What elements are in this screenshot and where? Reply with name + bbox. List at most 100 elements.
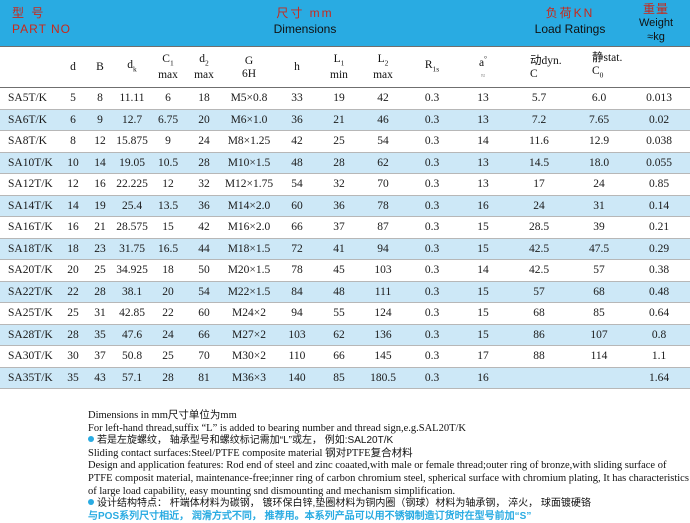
cell-C1-max: 28 — [150, 367, 186, 389]
cell-weight: 0.85 — [628, 173, 690, 196]
cell-d: 25 — [60, 302, 86, 325]
column-header-stat-C0: 静stat. C0 — [570, 47, 628, 88]
cell-stat-C0: 68 — [570, 281, 628, 303]
column-header-d: d — [60, 47, 86, 88]
part-number-cell: SA6T/K — [0, 109, 60, 131]
part-no-label-en: PART NO — [12, 22, 72, 36]
cell-d2-max: 44 — [186, 238, 222, 260]
footer-line: 设计结构特点： 杆端体材料为碳钢， 镀环保白锌,垫圈材料为铜内圈（钢球）材料为轴… — [88, 498, 690, 511]
cell-a-deg: 15 — [458, 302, 508, 325]
cell-R1s: 0.3 — [406, 195, 458, 217]
cell-L2-max: 124 — [360, 302, 406, 325]
cell-L2-max: 145 — [360, 345, 406, 368]
cell-L2-max: 70 — [360, 173, 406, 196]
cell-B: 35 — [86, 324, 114, 346]
cell-weight: 0.64 — [628, 302, 690, 325]
cell-C1-max: 9 — [150, 130, 186, 153]
part-number-cell: SA12T/K — [0, 173, 60, 196]
cell-d2-max: 50 — [186, 259, 222, 282]
cell-stat-C0: 57 — [570, 259, 628, 282]
cell-dyn-C: 17 — [508, 173, 570, 196]
cell-dyn-C: 7.2 — [508, 109, 570, 131]
cell-a-deg: 13 — [458, 109, 508, 131]
cell-L1-min: 62 — [318, 324, 360, 346]
cell-h: 48 — [276, 152, 318, 174]
bullet-icon — [88, 499, 94, 506]
cell-R1s: 0.3 — [406, 281, 458, 303]
cell-R1s: 0.3 — [406, 324, 458, 346]
weight-unit-label: ≈kg — [647, 31, 665, 43]
cell-stat-C0: 7.65 — [570, 109, 628, 131]
cell-B: 31 — [86, 302, 114, 325]
table-row: SA20T/K 20 25 34.925 18 50 M20×1.5 78 45 103 0.3 14… — [0, 259, 690, 282]
footer-line: Design and application features: Rod end… — [88, 460, 667, 472]
cell-L2-max: 111 — [360, 281, 406, 303]
cell-B: 16 — [86, 173, 114, 196]
cell-weight: 0.8 — [628, 324, 690, 346]
column-header-d2-max: d2 max — [186, 47, 222, 88]
cell-weight: 0.013 — [628, 87, 690, 110]
table-row: SA12T/K 12 16 22.225 12 32 M12×1.75 54 32 70 0.3 13… — [0, 173, 690, 196]
cell-d2-max: 18 — [186, 87, 222, 110]
cell-dk: 47.6 — [114, 324, 150, 346]
cell-dk: 50.8 — [114, 345, 150, 368]
cell-stat-C0: 107 — [570, 324, 628, 346]
cell-G-6H: M14×2.0 — [222, 195, 276, 217]
table-row: SA10T/K 10 14 19.05 10.5 28 M10×1.5 48 28 62 0.3 13… — [0, 152, 690, 174]
cell-dyn-C: 24 — [508, 195, 570, 217]
cell-C1-max: 6.75 — [150, 109, 186, 131]
cell-a-deg: 15 — [458, 324, 508, 346]
cell-C1-max: 25 — [150, 345, 186, 368]
table-row: SA18T/K 18 23 31.75 16.5 44 M18×1.5 72 41 94 0.3 15… — [0, 238, 690, 260]
cell-dk: 12.7 — [114, 109, 150, 131]
cell-B: 21 — [86, 216, 114, 239]
cell-weight: 0.038 — [628, 130, 690, 153]
footer-line: Dimensions in mm尺寸单位为mm — [88, 410, 237, 421]
cell-d2-max: 28 — [186, 152, 222, 174]
cell-weight: 1.1 — [628, 345, 690, 368]
cell-h: 66 — [276, 216, 318, 239]
cell-L1-min: 48 — [318, 281, 360, 303]
cell-weight: 0.14 — [628, 195, 690, 217]
cell-G-6H: M5×0.8 — [222, 87, 276, 110]
cell-d: 12 — [60, 173, 86, 196]
part-number-cell: SA18T/K — [0, 238, 60, 260]
cell-R1s: 0.3 — [406, 216, 458, 239]
cell-d2-max: 54 — [186, 281, 222, 303]
cell-G-6H: M22×1.5 — [222, 281, 276, 303]
cell-d: 8 — [60, 130, 86, 153]
cell-d2-max: 66 — [186, 324, 222, 346]
cell-weight: 0.38 — [628, 259, 690, 282]
cell-dk: 19.05 — [114, 152, 150, 174]
column-header-R1s: R1s — [406, 47, 458, 88]
cell-L1-min: 45 — [318, 259, 360, 282]
cell-L1-min: 66 — [318, 345, 360, 368]
cell-B: 14 — [86, 152, 114, 174]
column-header-C1-max: C1 max — [150, 47, 186, 88]
cell-dk: 31.75 — [114, 238, 150, 260]
part-number-cell: SA30T/K — [0, 345, 60, 368]
cell-d2-max: 70 — [186, 345, 222, 368]
bullet-icon — [88, 436, 94, 443]
cell-L2-max: 87 — [360, 216, 406, 239]
cell-a-deg: 13 — [458, 87, 508, 110]
cell-weight: 0.02 — [628, 109, 690, 131]
cell-d: 18 — [60, 238, 86, 260]
cell-G-6H: M8×1.25 — [222, 130, 276, 153]
cell-G-6H: M27×2 — [222, 324, 276, 346]
cell-L1-min: 32 — [318, 173, 360, 196]
column-header-dyn-C: 动dyn. C — [508, 47, 570, 88]
footer-line: of large load capability, easy mounting … — [88, 485, 456, 497]
cell-d2-max: 36 — [186, 195, 222, 217]
cell-L2-max: 180.5 — [360, 367, 406, 389]
cell-d: 14 — [60, 195, 86, 217]
cell-dyn-C: 42.5 — [508, 259, 570, 282]
cell-L2-max: 62 — [360, 152, 406, 174]
cell-h: 103 — [276, 324, 318, 346]
cell-d: 30 — [60, 345, 86, 368]
cell-a-deg: 14 — [458, 130, 508, 153]
cell-C1-max: 13.5 — [150, 195, 186, 217]
table-row: SA35T/K 35 43 57.1 28 81 M36×3 140 85 180.5 0.3 16 1… — [0, 367, 690, 389]
cell-weight: 1.64 — [628, 367, 690, 389]
